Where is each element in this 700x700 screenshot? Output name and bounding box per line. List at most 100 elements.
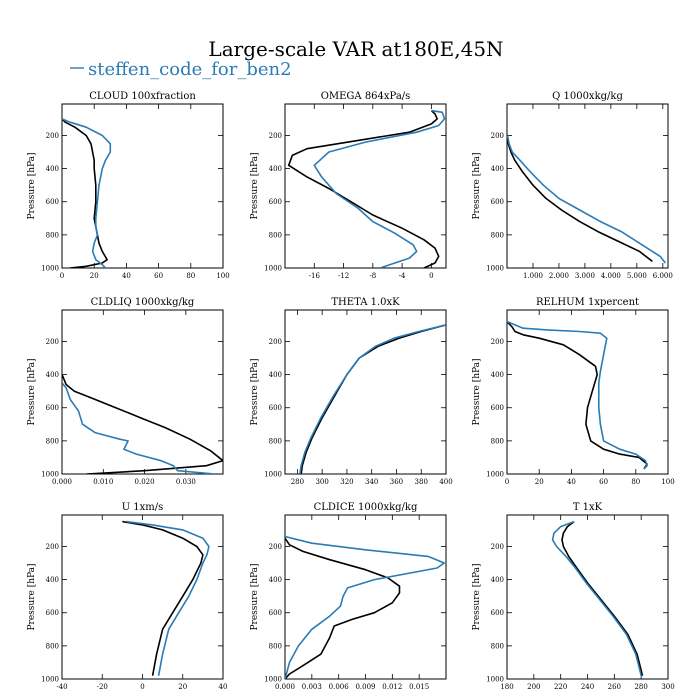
- y-tick-label: 800: [491, 642, 504, 650]
- x-tick-label: 0.020: [135, 478, 155, 486]
- panel-title: CLOUD 100xfraction: [89, 91, 196, 102]
- y-tick-label: 600: [491, 404, 504, 412]
- series-line-black: [62, 118, 108, 268]
- series-line-black: [507, 321, 648, 470]
- x-tick-label: -4: [399, 272, 406, 280]
- y-axis-label: Pressure [hPa]: [27, 358, 37, 425]
- x-tick-label: 3.000: [575, 272, 595, 280]
- y-tick-label: 400: [46, 371, 59, 379]
- x-tick-label: 280: [634, 683, 647, 691]
- y-tick-label: 400: [491, 165, 504, 173]
- y-axis-label: Pressure [hPa]: [27, 152, 37, 219]
- plot-frame: [506, 103, 669, 269]
- x-tick-label: 0: [60, 272, 64, 280]
- y-axis-label: Pressure [hPa]: [472, 152, 482, 219]
- plot-frame: [61, 309, 224, 475]
- series-line-blue: [313, 109, 446, 268]
- y-tick-label: 800: [269, 437, 282, 445]
- series-line-blue: [507, 320, 648, 470]
- panel-title: Q 1000xkg/kg: [552, 91, 623, 102]
- panel-title: T 1xK: [573, 502, 603, 513]
- x-tick-label: 0.010: [93, 478, 113, 486]
- y-tick-label: 1000: [486, 265, 504, 273]
- x-tick-label: 20: [90, 272, 99, 280]
- series-line-blue: [62, 382, 215, 474]
- series-line-black: [287, 110, 440, 268]
- x-tick-label: 40: [567, 478, 576, 486]
- x-tick-label: 340: [365, 478, 378, 486]
- plot-frame: [506, 309, 669, 475]
- x-tick-label: 40: [219, 683, 228, 691]
- x-tick-label: 0: [140, 683, 144, 691]
- y-tick-label: 600: [269, 198, 282, 206]
- chart-panel-1: CLOUD 100xfraction Pressure [hPa] 200 40 0 60…: [27, 91, 230, 280]
- y-axis-label: Pressure [hPa]: [250, 358, 260, 425]
- y-tick-label: 600: [46, 198, 59, 206]
- x-tick-label: 300: [661, 683, 674, 691]
- x-tick-label: 80: [186, 272, 195, 280]
- x-tick-label: 0.000: [52, 478, 72, 486]
- y-tick-label: 400: [491, 371, 504, 379]
- x-tick-label: 0.009: [355, 683, 375, 691]
- chart-panel-8: CLDICE 1000xkg/kg Pressure [hPa] 200 400 600…: [250, 502, 447, 691]
- x-tick-label: 20: [178, 683, 187, 691]
- x-tick-label: 60: [599, 478, 608, 486]
- y-tick-label: 800: [269, 642, 282, 650]
- y-tick-label: 200: [269, 132, 282, 140]
- x-tick-label: 0.030: [176, 478, 196, 486]
- y-tick-label: 800: [46, 642, 59, 650]
- chart-panel-3: Q 1000xkg/kg Pressure [hPa] 200 400 600 800 10…: [472, 91, 673, 280]
- y-tick-label: 600: [46, 609, 59, 617]
- y-tick-label: 400: [269, 576, 282, 584]
- x-tick-label: 0: [429, 272, 433, 280]
- x-tick-label: 280: [291, 478, 304, 486]
- x-tick-label: 100: [661, 478, 674, 486]
- legend-label: steffen_code_for_ben2: [88, 59, 292, 80]
- panel-title: THETA 1.0xK: [331, 297, 400, 308]
- x-tick-label: 20: [535, 478, 544, 486]
- y-tick-label: 200: [46, 132, 59, 140]
- y-tick-label: 1000: [264, 471, 282, 479]
- y-tick-label: 800: [491, 231, 504, 239]
- y-tick-label: 600: [269, 404, 282, 412]
- chart-panel-4: CLDLIQ 1000xkg/kg Pressure [hPa] 200 400 600…: [27, 297, 224, 486]
- x-tick-label: 320: [340, 478, 353, 486]
- series-line-black: [62, 374, 223, 474]
- x-tick-label: 220: [554, 683, 567, 691]
- panel-title: OMEGA 864xPa/s: [321, 91, 411, 102]
- y-tick-label: 600: [491, 198, 504, 206]
- y-tick-label: 200: [46, 338, 59, 346]
- y-tick-label: 1000: [264, 265, 282, 273]
- y-tick-label: 800: [46, 231, 59, 239]
- x-tick-label: 200: [527, 683, 540, 691]
- panel-title: U 1xm/s: [122, 502, 164, 513]
- x-tick-label: 40: [122, 272, 131, 280]
- x-tick-label: 380: [415, 478, 428, 486]
- x-tick-label: 180: [500, 683, 513, 691]
- y-tick-label: 1000: [486, 676, 504, 684]
- x-tick-label: 0.012: [382, 683, 402, 691]
- series-line-blue: [126, 520, 210, 676]
- y-axis-label: Pressure [hPa]: [472, 563, 482, 630]
- x-tick-label: -12: [338, 272, 349, 280]
- series-line-blue: [551, 520, 642, 676]
- x-tick-label: 0: [505, 478, 509, 486]
- series-line-black: [122, 520, 204, 676]
- series-line-blue: [62, 118, 112, 268]
- x-tick-label: 400: [439, 478, 452, 486]
- y-tick-label: 1000: [41, 265, 59, 273]
- x-tick-label: -16: [309, 272, 321, 280]
- x-tick-label: 80: [631, 478, 640, 486]
- x-tick-label: 60: [154, 272, 163, 280]
- x-tick-label: 0.000: [275, 683, 295, 691]
- x-tick-label: 0.003: [302, 683, 322, 691]
- x-tick-label: 240: [581, 683, 594, 691]
- x-tick-label: 300: [315, 478, 328, 486]
- panel-title: RELHUM 1xpercent: [536, 297, 639, 308]
- y-tick-label: 600: [269, 609, 282, 617]
- y-tick-label: 1000: [486, 471, 504, 479]
- plot-frame: [284, 514, 447, 680]
